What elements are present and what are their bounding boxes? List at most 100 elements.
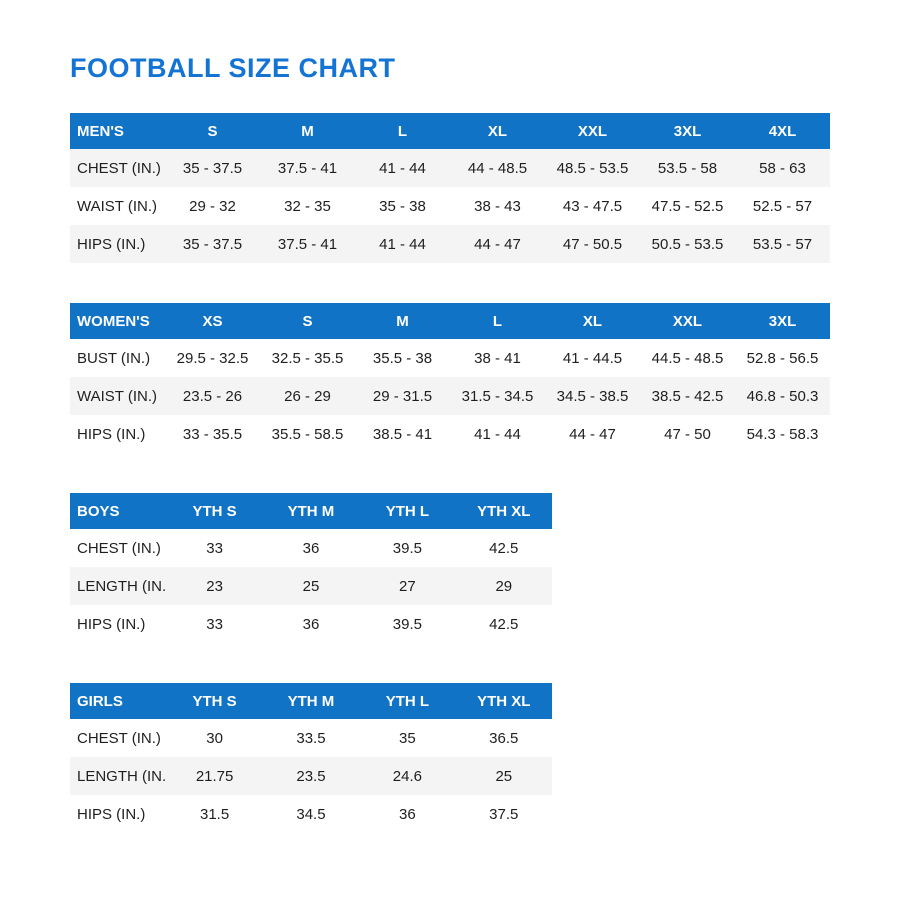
- measurement-value: 44 - 47: [569, 425, 616, 443]
- table-row: WAIST (IN.) 23.5 - 26 26 - 29 29 - 31.5 31.5…: [70, 377, 830, 416]
- measurement-value: 44 - 48.5: [450, 149, 545, 188]
- measurement-value: 44.5 - 48.5: [651, 349, 724, 367]
- measurement-value: 35: [399, 729, 416, 747]
- size-column-header: YTH L: [359, 683, 456, 720]
- measurement-value: 29 - 32: [189, 197, 236, 215]
- table-row: CHEST (IN.) 35 - 37.5 37.5 - 41 41 - 44 44 -…: [70, 149, 830, 188]
- measurement-label: CHEST (IN.): [77, 729, 161, 747]
- measurement-value: 52.8 - 56.5: [746, 349, 819, 367]
- measurement-value: 26 - 29: [260, 377, 355, 416]
- table-group-label-girls: GIRLS: [70, 683, 167, 720]
- size-column-header: YTH M: [262, 683, 360, 720]
- measurement-value: 54.3 - 58.3: [746, 425, 819, 443]
- measurement-label: HIPS (IN.): [70, 225, 165, 264]
- measurement-value: 39.5: [392, 615, 422, 633]
- measurement-label: CHEST (IN.): [77, 539, 161, 557]
- measurement-label: HIPS (IN.): [77, 615, 146, 633]
- measurement-value: 36: [302, 539, 320, 557]
- table-group-label-womens: WOMEN'S: [70, 303, 165, 340]
- measurement-value: 35 - 37.5: [165, 149, 260, 188]
- measurement-label: LENGTH (IN.): [70, 567, 167, 606]
- size-column-header: XXL: [545, 113, 640, 150]
- measurement-value: 42.5: [489, 539, 519, 557]
- measurement-value: 53.5 - 57: [735, 225, 830, 264]
- measurement-label: HIPS (IN.): [77, 805, 146, 823]
- table-row: BUST (IN.) 29.5 - 32.5 32.5 - 35.5 35.5 - 3…: [70, 339, 830, 377]
- measurement-label: HIPS (IN.): [77, 425, 146, 443]
- measurement-value: 53.5 - 58: [640, 149, 735, 188]
- measurement-value: 35 - 38: [379, 197, 426, 215]
- size-column-header: L: [450, 303, 545, 340]
- measurement-value: 50.5 - 53.5: [640, 225, 735, 264]
- table-header-row: BOYS YTH S YTH M YTH L YTH XL: [70, 493, 552, 530]
- size-column-header: S: [260, 303, 355, 340]
- size-column-header: S: [165, 113, 260, 150]
- size-column-header: YTH S: [166, 493, 263, 530]
- measurement-value: 38.5 - 42.5: [640, 377, 735, 416]
- measurement-value: 47 - 50.5: [545, 225, 640, 264]
- measurement-value: 35.5 - 38: [372, 349, 433, 367]
- measurement-value: 36: [399, 805, 416, 823]
- measurement-label: WAIST (IN.): [70, 377, 165, 416]
- measurement-value: 37.5 - 41: [260, 149, 355, 188]
- measurement-value: 41 - 44: [355, 225, 450, 264]
- table-header-row: WOMEN'S XS S M L XL XXL 3XL: [70, 303, 830, 340]
- measurement-value: 32 - 35: [284, 197, 331, 215]
- size-column-header: YTH M: [262, 493, 360, 530]
- size-table-girls: GIRLS YTH S YTH M YTH L YTH XL CHEST (IN.) 30 3…: [70, 683, 552, 833]
- measurement-value: 35 - 37.5: [165, 225, 260, 264]
- tables-container: MEN'S S M L XL XXL 3XL 4XL CHEST (IN.) 35 - 37.5 3…: [70, 113, 830, 833]
- size-column-header: M: [260, 113, 355, 150]
- measurement-value: 47 - 50: [664, 425, 711, 443]
- table-row: HIPS (IN.) 31.5 34.5 36 37.5: [70, 795, 552, 833]
- table-group-label-mens: MEN'S: [70, 113, 165, 150]
- size-table-womens: WOMEN'S XS S M L XL XXL 3XL BUST (IN.) 29.5 - 32.…: [70, 303, 830, 453]
- table-row: HIPS (IN.) 33 - 35.5 35.5 - 58.5 38.5 - 41 4…: [70, 415, 830, 453]
- measurement-value: 31.5: [199, 805, 230, 823]
- size-column-header: XS: [165, 303, 260, 340]
- size-column-header: 3XL: [735, 303, 830, 340]
- measurement-value: 48.5 - 53.5: [545, 149, 640, 188]
- measurement-value: 29 - 31.5: [355, 377, 450, 416]
- page-title: FOOTBALL SIZE CHART: [70, 53, 396, 83]
- size-column-header: XXL: [640, 303, 735, 340]
- measurement-label: BUST (IN.): [77, 349, 151, 367]
- measurement-label: CHEST (IN.): [70, 149, 165, 188]
- measurement-value: 32.5 - 35.5: [271, 349, 344, 367]
- measurement-value: 34.5 - 38.5: [545, 377, 640, 416]
- table-group-label-boys: BOYS: [70, 493, 167, 530]
- table-row: HIPS (IN.) 35 - 37.5 37.5 - 41 41 - 44 44 - …: [70, 225, 830, 264]
- measurement-value: 41 - 44: [355, 149, 450, 188]
- size-column-header: YTH XL: [455, 683, 552, 720]
- size-column-header: 4XL: [735, 113, 830, 150]
- size-table-mens: MEN'S S M L XL XXL 3XL 4XL CHEST (IN.) 35 - 37.5 3…: [70, 113, 830, 264]
- measurement-value: 33: [206, 615, 223, 633]
- table-header-row: MEN'S S M L XL XXL 3XL 4XL: [70, 113, 830, 150]
- size-column-header: YTH XL: [455, 493, 552, 530]
- table-row: CHEST (IN.) 33 36 39.5 42.5: [70, 529, 552, 567]
- measurement-value: 39.5: [392, 539, 422, 557]
- table-row: WAIST (IN.) 29 - 32 32 - 35 35 - 38 38 - 43 4…: [70, 187, 830, 225]
- measurement-value: 36: [302, 615, 320, 633]
- measurement-label: WAIST (IN.): [77, 197, 157, 215]
- size-column-header: XL: [450, 113, 545, 150]
- measurement-value: 25: [455, 757, 552, 796]
- size-table-boys: BOYS YTH S YTH M YTH L YTH XL CHEST (IN.) 33 36…: [70, 493, 552, 643]
- measurement-value: 47.5 - 52.5: [651, 197, 724, 215]
- measurement-value: 38 - 41: [474, 349, 521, 367]
- measurement-value: 24.6: [359, 757, 456, 796]
- measurement-value: 38 - 43: [474, 197, 521, 215]
- measurement-value: 27: [359, 567, 456, 606]
- measurement-value: 30: [206, 729, 223, 747]
- measurement-value: 37.5 - 41: [260, 225, 355, 264]
- measurement-value: 33.5: [296, 729, 326, 747]
- table-header-row: GIRLS YTH S YTH M YTH L YTH XL: [70, 683, 552, 720]
- measurement-value: 38.5 - 41: [372, 425, 433, 443]
- table-row: LENGTH (IN.) 23 25 27 29: [70, 567, 552, 606]
- measurement-value: 34.5: [296, 805, 326, 823]
- size-column-header: 3XL: [640, 113, 735, 150]
- measurement-value: 37.5: [489, 805, 519, 823]
- table-row: HIPS (IN.) 33 36 39.5 42.5: [70, 605, 552, 643]
- measurement-value: 29.5 - 32.5: [176, 349, 249, 367]
- measurement-value: 46.8 - 50.3: [735, 377, 830, 416]
